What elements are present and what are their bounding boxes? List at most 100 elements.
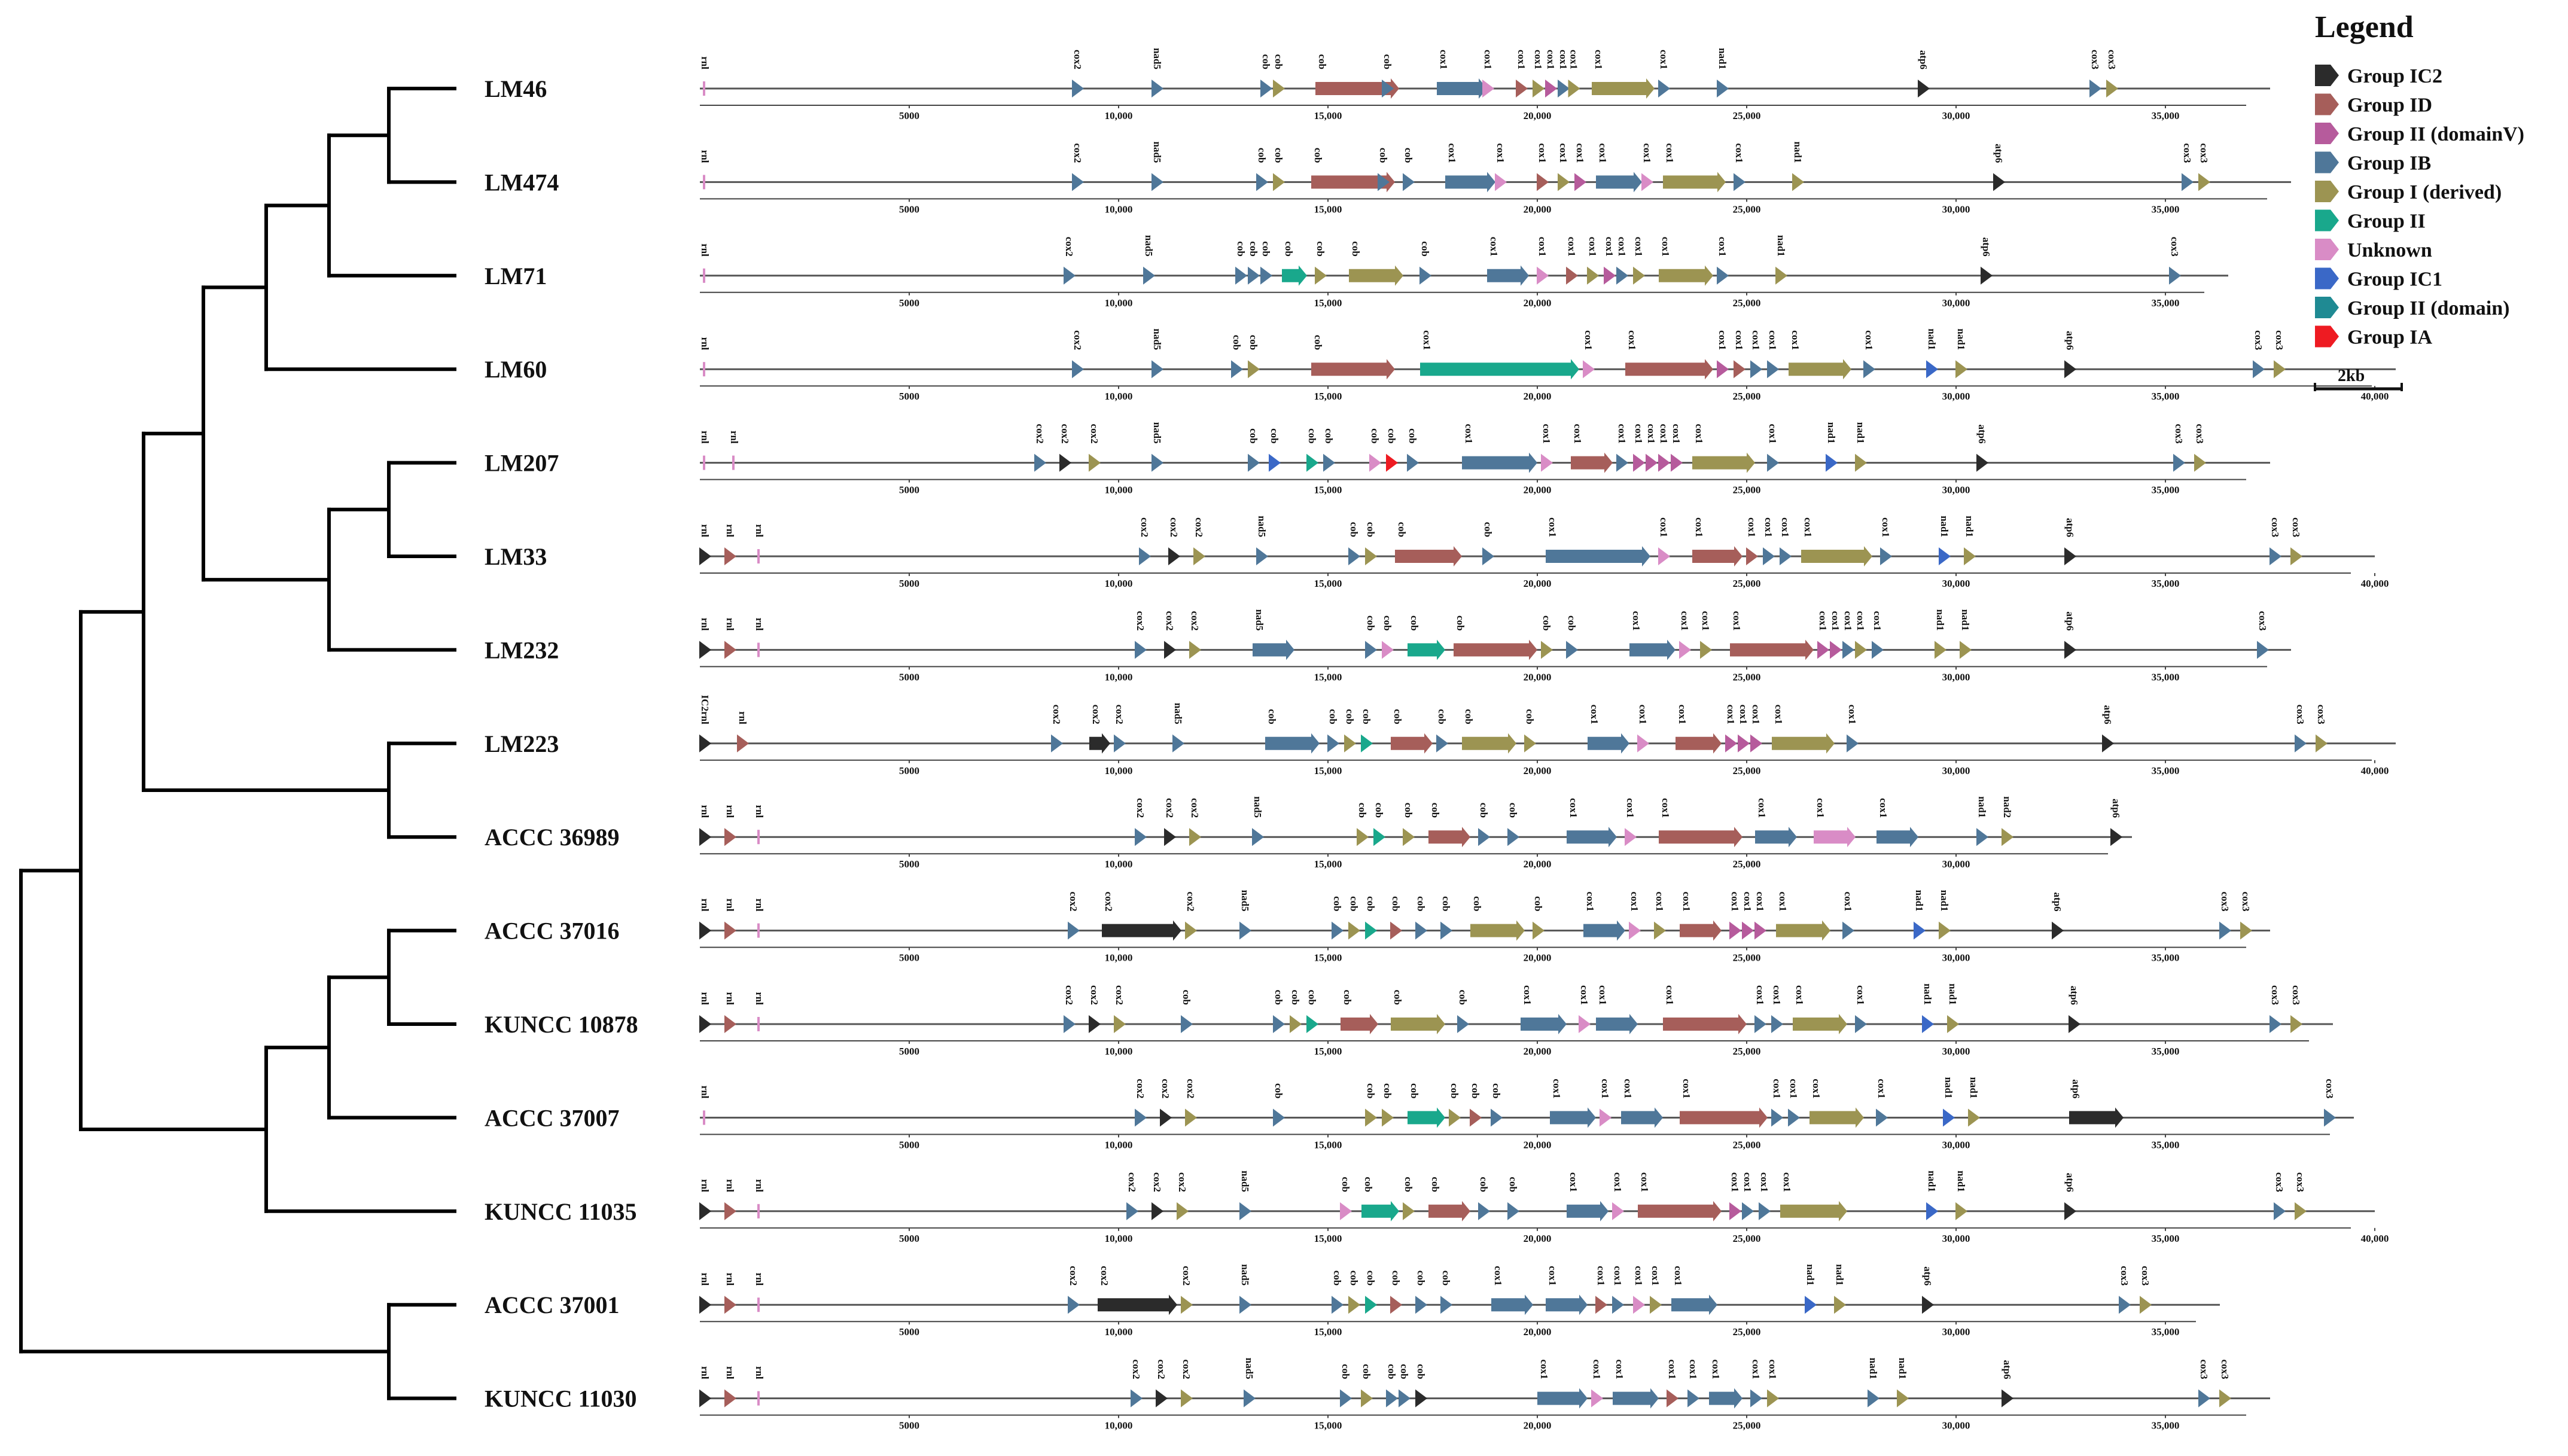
legend-item: Group II [2315,209,2426,233]
intron-arrow [1152,173,1163,191]
intron-arrow [1880,547,1892,565]
gene-label: cox1 [1579,985,1590,1005]
gene-label: cob [1430,1177,1441,1192]
intron-arrow [1365,921,1377,940]
ruler-tick-label: 15,000 [1314,391,1342,402]
ruler-tick-label: 10,000 [1105,765,1133,776]
intron-arrow [1403,1202,1415,1220]
gene-order-tracks: 5000 10,000 15,000 20,000 25,000 30,000 35,000… [699,48,2396,1431]
ruler-tick-label: 30,000 [1942,1420,1970,1431]
intron-arrow [1478,1202,1490,1220]
gene-label: cox3 [2316,705,2327,724]
intron-arrow [1341,1014,1378,1034]
intron-arrow [2290,1015,2302,1033]
gene-label: cox1 [1558,50,1569,69]
gene-label: cox1 [1734,143,1745,163]
intron-arrow [1311,359,1395,380]
intron-arrow [2102,734,2114,753]
intron-arrow [1817,641,1829,659]
gene-label: nad1 [1926,1171,1938,1192]
intron-arrow [1391,733,1433,754]
gene-label: cox1 [1781,1172,1793,1192]
gene-label: rnl [754,1366,765,1379]
gene-label: rnl [737,711,748,724]
ruler-tick-label: 25,000 [1733,952,1761,964]
gene-label: rnl [699,431,711,444]
intron-arrow [1734,360,1745,379]
ruler-tick-label: 15,000 [1314,297,1342,309]
gene-label: cox2 [1139,517,1150,537]
intron-arrow [1926,360,1938,379]
intron-arrow [1659,827,1743,848]
intron-arrow [1755,827,1797,848]
gene-label: rnl [699,150,711,163]
intron-arrow [2110,828,2122,846]
intron-arrow [1327,734,1339,753]
intron-arrow [2052,921,2064,940]
gene-label: cob [1436,709,1448,724]
ruler-tick-label: 10,000 [1105,952,1133,964]
gene-label: cox2 [1164,611,1175,630]
gene-label: cox1 [1767,1360,1778,1379]
gene-label: cob [1248,428,1259,444]
gene-label: cox1 [1637,705,1649,724]
intron-arrow [1834,1296,1846,1314]
gene-label: nad5 [1152,422,1163,444]
gene-label: cox1 [1855,611,1866,630]
intron-arrow [1135,828,1147,846]
gene-label: cox1 [1842,892,1854,912]
ruler-tick-label: 5000 [899,485,919,496]
gene-label: nad1 [1775,235,1787,257]
intron-arrow [1361,1201,1399,1222]
intron-arrow [1332,921,1344,940]
gene-label: cox2 [1189,611,1201,630]
legend-label: Group IB [2347,153,2431,175]
intron-arrow [1160,1108,1172,1127]
intron-arrow [1365,547,1377,565]
intron-arrow [1805,1296,1817,1314]
gene-label: cox1 [1585,892,1596,912]
taxon-label: KUNCC 11035 [485,1198,636,1225]
ruler-tick-label: 40,000 [2361,765,2389,776]
gene-label: cox2 [1064,985,1075,1005]
gene-label: cox2 [1034,424,1046,444]
gene-label: cox1 [1756,798,1768,818]
intron-arrow [1541,641,1553,659]
gene-label: rnl [754,618,765,631]
intron-arrow [1541,453,1553,472]
intron-arrow [1273,80,1285,98]
intron-arrow [1558,80,1570,98]
gene-label: cox2 [1160,1079,1171,1098]
gene-label: cox1 [1616,237,1628,257]
ruler-tick-label: 20,000 [1524,203,1552,215]
intron-arrow [1687,1389,1699,1408]
gene-label: cob [1382,54,1393,70]
gene-label: nad1 [1868,1358,1879,1379]
gene-label: cox2 [1068,1266,1079,1286]
gene-label: nad2 [2002,796,2013,818]
intron-arrow [1742,1202,1754,1220]
intron-arrow [1629,639,1676,660]
intron-arrow [1340,1389,1352,1408]
taxon-label: ACCC 37016 [485,918,620,945]
gene-label: cox3 [2106,50,2118,69]
intron-arrow [2169,266,2181,285]
gene-label: atp6 [2110,799,2122,818]
ruler-tick-label: 20,000 [1524,765,1552,776]
ruler-tick-label: 35,000 [2152,1420,2180,1431]
intron-arrow [1658,547,1670,565]
gene-label: cox2 [1089,985,1100,1005]
legend-label: Group IA [2347,327,2432,349]
intron-arrow [2274,1202,2286,1220]
intron-arrow [1390,921,1402,940]
gene-label: nad5 [1172,703,1184,724]
ruler-tick-label: 35,000 [2152,485,2180,496]
gene-label: nad1 [1964,516,1975,537]
gene-label: cox2 [1135,611,1146,630]
intron-arrow [1801,546,1872,566]
intron-arrow [1524,734,1536,753]
intron-arrow [1315,266,1327,285]
gene-label: cob [1378,148,1389,163]
intron-arrow [1604,266,1616,285]
gene-label: cox1 [1646,424,1657,444]
